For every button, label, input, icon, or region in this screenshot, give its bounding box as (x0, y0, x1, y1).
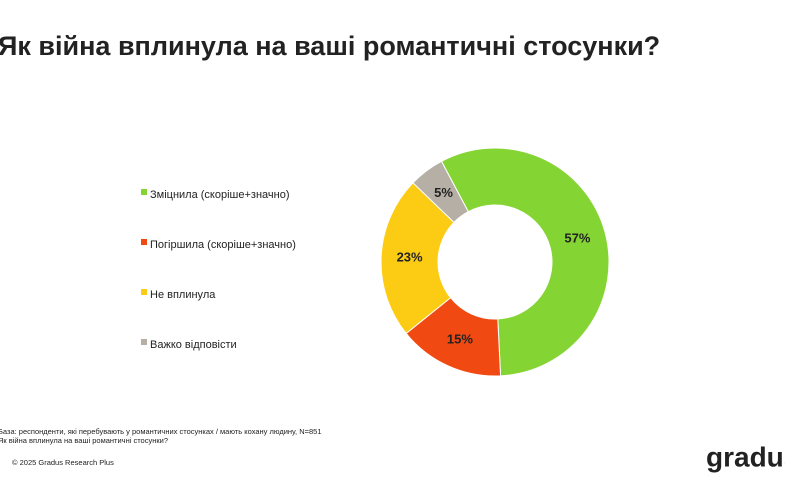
donut-slice (412, 160, 469, 224)
legend-label: Важко відповісти (150, 339, 237, 351)
base-note: База: респонденти, які перебувають у ром… (0, 427, 322, 436)
donut-slice (440, 147, 610, 377)
legend-swatch (141, 239, 147, 245)
data-label: 15% (447, 331, 473, 346)
legend-label: Не вплинула (150, 289, 216, 301)
legend-swatch (141, 289, 147, 295)
logo: gradus (706, 441, 785, 472)
donut-slice (380, 182, 455, 335)
legend-swatch (141, 189, 147, 195)
data-label: 5% (434, 185, 453, 200)
legend-label: Погіршила (скоріше+значно) (150, 239, 296, 251)
legend-swatch (141, 339, 147, 345)
legend-label: Зміцнила (скоріше+значно) (150, 189, 290, 201)
data-label: 23% (397, 250, 423, 265)
question-note: Як війна вплинула на ваші романтичні сто… (0, 436, 168, 445)
data-label: 57% (564, 231, 590, 246)
copyright: © 2025 Gradus Research Plus (12, 458, 114, 467)
chart-title: Як війна вплинула на ваші романтичні сто… (0, 31, 660, 61)
